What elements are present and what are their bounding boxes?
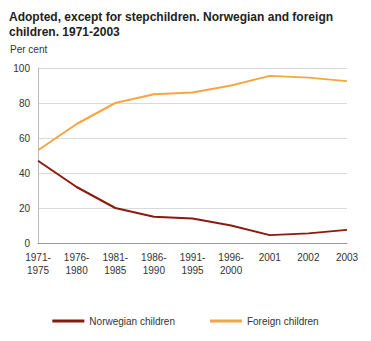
svg-text:0: 0 xyxy=(24,238,30,249)
svg-text:2003: 2003 xyxy=(336,252,359,263)
svg-text:1995: 1995 xyxy=(181,265,204,276)
svg-text:Per cent: Per cent xyxy=(10,44,47,55)
svg-text:40: 40 xyxy=(19,168,31,179)
svg-text:Adopted, except for stepchildr: Adopted, except for stepchildren. Norweg… xyxy=(9,10,336,24)
svg-text:1980: 1980 xyxy=(66,265,89,276)
svg-text:2001: 2001 xyxy=(259,252,282,263)
svg-text:children. 1971-2003: children. 1971-2003 xyxy=(9,25,120,39)
svg-text:20: 20 xyxy=(19,203,31,214)
svg-text:1971-: 1971- xyxy=(25,252,51,263)
svg-text:Norwegian children: Norwegian children xyxy=(89,316,175,327)
svg-text:80: 80 xyxy=(19,98,31,109)
svg-text:1996-: 1996- xyxy=(218,252,244,263)
svg-text:1975: 1975 xyxy=(27,265,50,276)
svg-text:1981-: 1981- xyxy=(102,252,128,263)
svg-text:1976-: 1976- xyxy=(64,252,90,263)
svg-text:1986-: 1986- xyxy=(141,252,167,263)
svg-text:1991-: 1991- xyxy=(180,252,206,263)
svg-text:60: 60 xyxy=(19,133,31,144)
svg-text:100: 100 xyxy=(13,63,30,74)
svg-text:1985: 1985 xyxy=(104,265,127,276)
svg-text:Foreign children: Foreign children xyxy=(247,316,319,327)
svg-text:1990: 1990 xyxy=(143,265,166,276)
svg-text:2000: 2000 xyxy=(220,265,243,276)
svg-text:2002: 2002 xyxy=(297,252,320,263)
